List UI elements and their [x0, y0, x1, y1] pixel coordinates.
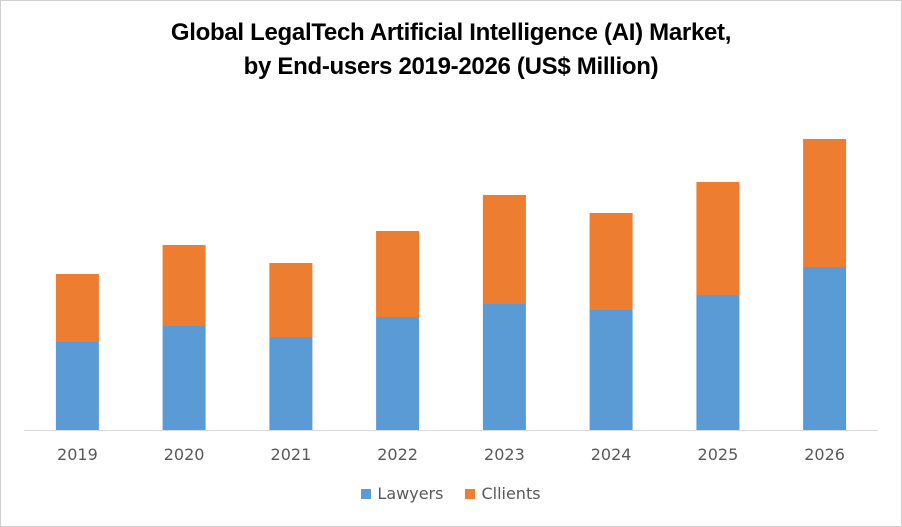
bar-lawyers-2020 [162, 326, 206, 430]
x-tick-label-2023: 2023 [484, 445, 525, 464]
bar-lawyers-2019 [55, 342, 99, 430]
chart-title-line-2: by End-users 2019-2026 (US$ Million) [243, 53, 659, 80]
legend-item-clients[interactable]: Cllients [465, 484, 541, 503]
chart-title: Global LegalTech Artificial Intelligence… [0, 16, 902, 84]
legend-item-lawyers[interactable]: Lawyers [361, 484, 443, 503]
legend-label-clients: Cllients [481, 484, 541, 503]
x-tick-label-2019: 2019 [57, 445, 98, 464]
x-tick-label-2025: 2025 [698, 445, 739, 464]
bar-cllients-2022 [376, 231, 420, 317]
bars-group [55, 139, 847, 430]
x-tick-label-2020: 2020 [164, 445, 205, 464]
legend-label-lawyers: Lawyers [377, 484, 444, 503]
bar-cllients-2019 [55, 274, 99, 342]
bar-lawyers-2022 [376, 317, 420, 430]
bar-cllients-2024 [589, 213, 633, 310]
x-tick-label-2022: 2022 [377, 445, 418, 464]
bar-cllients-2026 [803, 139, 847, 267]
bar-cllients-2021 [269, 263, 313, 337]
bar-lawyers-2026 [803, 267, 847, 430]
bar-lawyers-2025 [696, 295, 740, 430]
legend: Lawyers Cllients [0, 484, 902, 503]
bar-lawyers-2023 [482, 304, 526, 430]
chart-title-line-1: Global LegalTech Artificial Intelligence… [170, 19, 732, 46]
x-tick-label-2026: 2026 [804, 445, 845, 464]
x-tick-label-2024: 2024 [591, 445, 632, 464]
bar-cllients-2025 [696, 182, 740, 295]
x-tick-label-2021: 2021 [271, 445, 312, 464]
legend-swatch-lawyers [361, 488, 372, 499]
bar-cllients-2020 [162, 245, 206, 326]
bar-lawyers-2024 [589, 310, 633, 430]
x-tick-labels: 2019 2020 2021 2022 2023 2024 2025 2026 [57, 445, 845, 464]
bar-cllients-2023 [482, 195, 526, 304]
legend-swatch-clients [465, 488, 476, 499]
bar-lawyers-2021 [269, 337, 313, 430]
